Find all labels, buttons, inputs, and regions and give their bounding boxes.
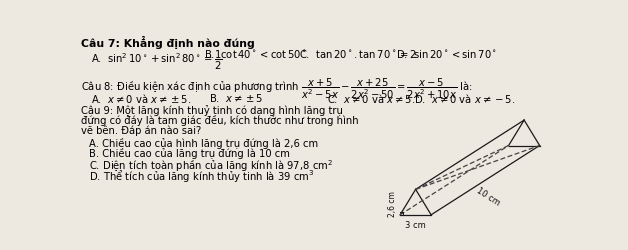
Text: B.  $x \neq \pm 5$: B. $x \neq \pm 5$ <box>208 92 263 104</box>
Text: C.  $x \neq 0$ và $x \neq 5$.: C. $x \neq 0$ và $x \neq 5$. <box>327 92 414 104</box>
Text: Câu 9: Một lăng kính thuỷ tinh có dạng hình lăng trụ: Câu 9: Một lăng kính thuỷ tinh có dạng h… <box>81 106 343 116</box>
Text: vẽ bên. Đáp án nào sai?: vẽ bên. Đáp án nào sai? <box>81 126 201 136</box>
Text: A.  $\sin^2 10^\circ + \sin^2 80^\circ = \dfrac{1}{2}$: A. $\sin^2 10^\circ + \sin^2 80^\circ = … <box>91 48 222 72</box>
Text: A.  $x \neq 0$ và $x \neq \pm 5$.: A. $x \neq 0$ và $x \neq \pm 5$. <box>91 92 191 104</box>
Text: B.  $\cot 40^\circ < \cot 50^\circ$: B. $\cot 40^\circ < \cot 50^\circ$ <box>204 48 306 60</box>
Text: C.  $\tan 20^\circ . \tan 70^\circ = 2$: C. $\tan 20^\circ . \tan 70^\circ = 2$ <box>300 48 417 60</box>
Text: D. Thể tích của lăng kính thủy tinh là 39 cm$^3$: D. Thể tích của lăng kính thủy tinh là 3… <box>89 168 315 184</box>
Text: C. Diện tích toàn phần của lăng kính là 97,8 cm$^2$: C. Diện tích toàn phần của lăng kính là … <box>89 158 333 174</box>
Text: A. Chiều cao của hình lăng trụ đứng là 2,6 cm: A. Chiều cao của hình lăng trụ đứng là 2… <box>89 138 318 149</box>
Text: đứng có đáy là tam giác đều, kích thước như trong hình: đứng có đáy là tam giác đều, kích thước … <box>81 116 359 126</box>
Text: Câu 8: Điều kiện xác định của phương trình $\dfrac{x+5}{x^2-5x} - \dfrac{x+25}{2: Câu 8: Điều kiện xác định của phương trì… <box>81 76 472 101</box>
Text: Câu 7: Khẳng định nào đúng: Câu 7: Khẳng định nào đúng <box>81 36 254 49</box>
Text: 2,6 cm: 2,6 cm <box>388 191 397 216</box>
Text: D.  $x \neq 0$ và $x \neq -5$.: D. $x \neq 0$ và $x \neq -5$. <box>414 92 515 104</box>
Text: 10 cm: 10 cm <box>475 186 502 208</box>
Text: 3 cm: 3 cm <box>405 221 426 230</box>
Text: D.  $\sin 20^\circ < \sin 70^\circ$: D. $\sin 20^\circ < \sin 70^\circ$ <box>396 48 497 60</box>
Text: B. Chiều cao của lăng trụ đứng là 10 cm: B. Chiều cao của lăng trụ đứng là 10 cm <box>89 148 290 159</box>
